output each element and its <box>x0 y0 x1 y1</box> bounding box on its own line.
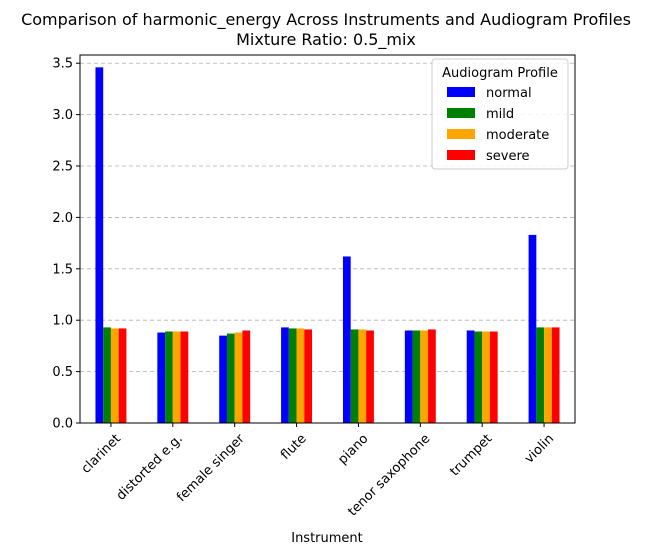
bar-severe-5 <box>428 329 436 423</box>
x-axis-label: Instrument <box>291 531 363 546</box>
x-tick-label: piano <box>335 431 371 467</box>
bar-severe-6 <box>489 331 498 423</box>
bar-normal-6 <box>466 330 475 423</box>
bar-moderate-1 <box>172 331 181 423</box>
bar-normal-4 <box>342 256 351 423</box>
bar-moderate-5 <box>420 330 429 423</box>
legend-label-moderate: moderate <box>486 128 549 143</box>
bar-moderate-2 <box>234 332 243 423</box>
y-tick-label: 1.5 <box>52 262 73 277</box>
legend-label-severe: severe <box>486 149 530 164</box>
y-tick-label: 1.0 <box>52 314 73 329</box>
bar-normal-3 <box>281 327 289 423</box>
x-tick-label: trumpet <box>447 431 495 479</box>
y-tick-label: 3.5 <box>52 57 73 72</box>
bar-severe-3 <box>304 329 313 423</box>
x-tick-label: flute <box>278 431 309 462</box>
y-tick-label: 0.0 <box>52 417 73 432</box>
legend-swatch-moderate <box>447 129 475 139</box>
y-tick-label: 0.5 <box>52 365 73 380</box>
bar-moderate-0 <box>110 328 119 423</box>
chart-title: Comparison of harmonic_energy Across Ins… <box>21 10 631 30</box>
x-tick-label: violin <box>522 431 557 466</box>
bar-severe-7 <box>551 327 560 423</box>
bar-mild-0 <box>103 327 111 423</box>
bar-mild-4 <box>350 329 359 423</box>
bar-severe-1 <box>180 331 189 423</box>
bar-severe-4 <box>366 330 374 423</box>
bar-moderate-3 <box>296 328 305 423</box>
legend-swatch-mild <box>447 108 475 118</box>
bars <box>95 67 560 423</box>
legend-swatch-normal <box>447 87 475 97</box>
bar-mild-7 <box>536 327 545 423</box>
legend-label-mild: mild <box>486 107 514 122</box>
legend: Audiogram Profile normal mild moderate seve… <box>431 58 569 170</box>
bar-moderate-7 <box>544 327 552 423</box>
bar-severe-2 <box>242 330 251 423</box>
bar-moderate-6 <box>482 331 490 423</box>
bar-normal-7 <box>528 234 537 423</box>
legend-title: Audiogram Profile <box>442 66 558 81</box>
bar-severe-0 <box>118 328 127 423</box>
x-tick-label: clarinet <box>79 431 124 476</box>
bar-mild-5 <box>412 330 421 423</box>
bar-mild-1 <box>165 331 173 423</box>
bar-mild-6 <box>474 331 483 423</box>
legend-swatch-severe <box>447 150 475 160</box>
bar-normal-0 <box>95 67 104 423</box>
y-tick-label: 2.0 <box>52 211 73 226</box>
y-axis: 0.0 0.5 1.0 1.5 2.0 2.5 3.0 3.5 <box>52 57 80 432</box>
y-tick-label: 3.0 <box>52 108 73 123</box>
legend-box <box>431 58 569 170</box>
chart-subtitle: Mixture Ratio: 0.5_mix <box>236 30 416 50</box>
y-tick-label: 2.5 <box>52 160 73 175</box>
bar-normal-5 <box>404 330 413 423</box>
bar-mild-2 <box>226 333 235 423</box>
legend-label-normal: normal <box>486 86 532 101</box>
plot-frame <box>79 54 576 424</box>
bar-mild-3 <box>288 328 297 423</box>
bar-moderate-4 <box>358 329 367 423</box>
bar-normal-1 <box>157 332 166 423</box>
bar-normal-2 <box>219 335 227 423</box>
